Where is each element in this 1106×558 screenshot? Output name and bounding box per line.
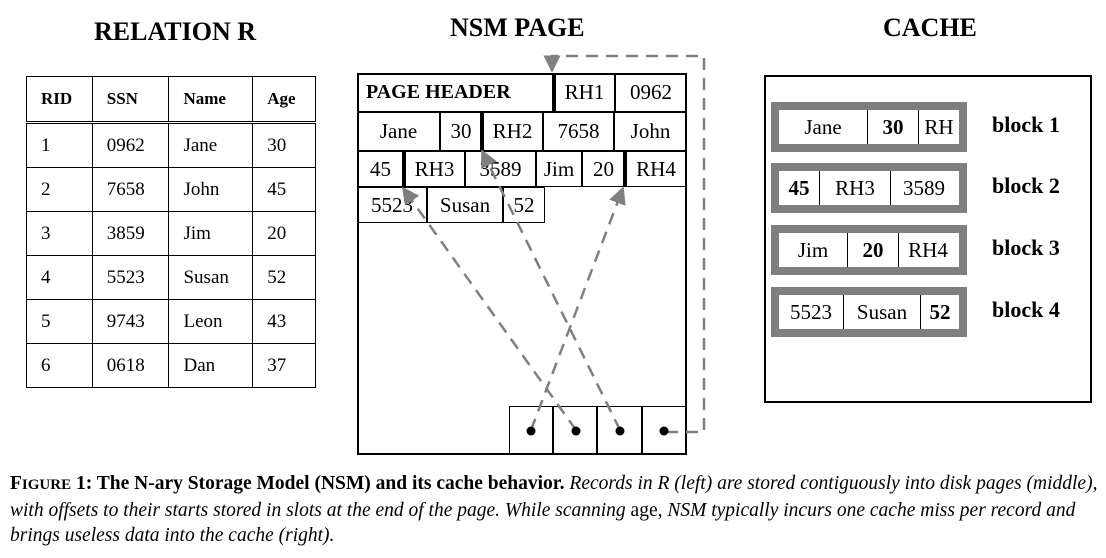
table-cell: 37 [252,343,316,388]
table-cell: 43 [252,299,316,344]
slot-cell [597,406,642,455]
slot-dot [659,426,669,436]
table-cell: 52 [252,255,316,300]
cache-block-cell: 45 [788,175,810,200]
slot-dot [526,426,536,436]
figure-caption: FIGURE 1: The N-ary Storage Model (NSM) … [10,471,1100,548]
table-row: 5 9743 Leon 43 [26,299,316,344]
table-cell: 6 [26,343,93,388]
cache-block-cell: RH3 [819,171,890,205]
field-cell: 5523 [357,187,427,223]
record-start-marker [552,73,556,112]
table-cell: 1 [26,122,93,168]
cache-title: CACHE [883,13,977,42]
cache-block-cell: Susan [843,295,920,329]
cache-block-label: block 4 [992,297,1060,322]
table-row: 4 5523 Susan 52 [26,255,316,300]
table-cell: 5 [26,299,93,344]
slot-dot [571,426,581,436]
cache-block-cell: 20 [847,233,898,267]
cache-block: Jane 30 RH [771,102,967,152]
table-cell: 45 [252,167,316,212]
field-cell: John [614,112,687,151]
slot-pointer-record-1 [543,54,706,434]
slot-pointer-record-2 [480,149,622,431]
caption-italic-text: , NSM typically incurs one cache miss pe… [10,500,1076,546]
record-start-marker [402,151,406,187]
field-cell: 7658 [543,112,614,151]
cache-box [764,75,1092,403]
cache-block-label: block 3 [992,235,1060,260]
cache-block-label: block 1 [992,112,1060,137]
cache-block: 45 RH3 3589 [771,163,967,213]
cache-block: 5523 Susan 52 [771,287,967,337]
table-row: 2 7658 John 45 [26,167,316,212]
cache-block-cell: RH [918,110,959,144]
cache-block-cell: Jim [797,237,829,262]
cache-block-cell: 5523 [790,299,832,324]
column-header: RID [26,76,93,123]
relation-title: RELATION R [94,17,257,46]
cache-block: Jim 20 RH4 [771,225,967,275]
slot-cell [553,406,597,455]
table-cell: 3 [26,211,93,256]
cache-block-cell: RH4 [898,233,957,267]
relation-table: RID SSN Name Age 1 0962 Jane 30 2 7658 John 45 3… [26,76,316,388]
nsm-title: NSM PAGE [450,13,585,42]
column-header: Age [252,76,316,123]
record-header-cell: RH3 [404,151,465,187]
table-cell: 3859 [91,211,170,256]
table-cell: 0618 [91,343,170,388]
slot-cell [642,406,687,455]
record-start-marker [480,112,484,151]
slot-cell [509,406,553,455]
record-header-cell: RH2 [482,112,543,151]
field-cell: Jim [536,151,582,187]
slot-pointer-record-3 [401,186,578,431]
cache-block-label: block 2 [992,173,1060,198]
field-cell: 52 [503,187,545,223]
cache-block-cell: Jane [804,114,842,139]
cache-block-cell: 3589 [890,171,957,205]
column-header: Name [168,76,254,123]
table-cell: Dan [168,343,254,388]
caption-bold-title: 1: The N-ary Storage Model (NSM) and its… [71,473,565,494]
table-row: 6 0618 Dan 37 [26,343,316,388]
field-cell: Jane [357,112,440,151]
table-cell: 7658 [91,167,170,212]
cache-block-cell: 30 [867,110,918,144]
caption-italic-text: Records in R (left) are stored contiguou… [10,473,1098,521]
table-cell: 2 [26,167,93,212]
cache-block-cell: 52 [920,295,959,329]
caption-fig-prefix: F [10,473,22,494]
field-cell: 0962 [615,73,687,112]
table-cell: 20 [252,211,316,256]
table-cell: Susan [168,255,254,300]
record-start-marker [623,151,627,187]
record-header-cell: RH1 [554,73,615,112]
slot-pointer-record-4 [529,186,626,431]
field-cell: Susan [427,187,503,223]
slot-dot [615,426,625,436]
pointer-arrows [401,54,706,436]
caption-fig-smallcaps: IGURE [21,477,72,493]
table-cell: 0962 [91,122,170,168]
relation-header-row: RID SSN Name Age [26,76,316,123]
caption-roman-word: age [625,500,658,521]
